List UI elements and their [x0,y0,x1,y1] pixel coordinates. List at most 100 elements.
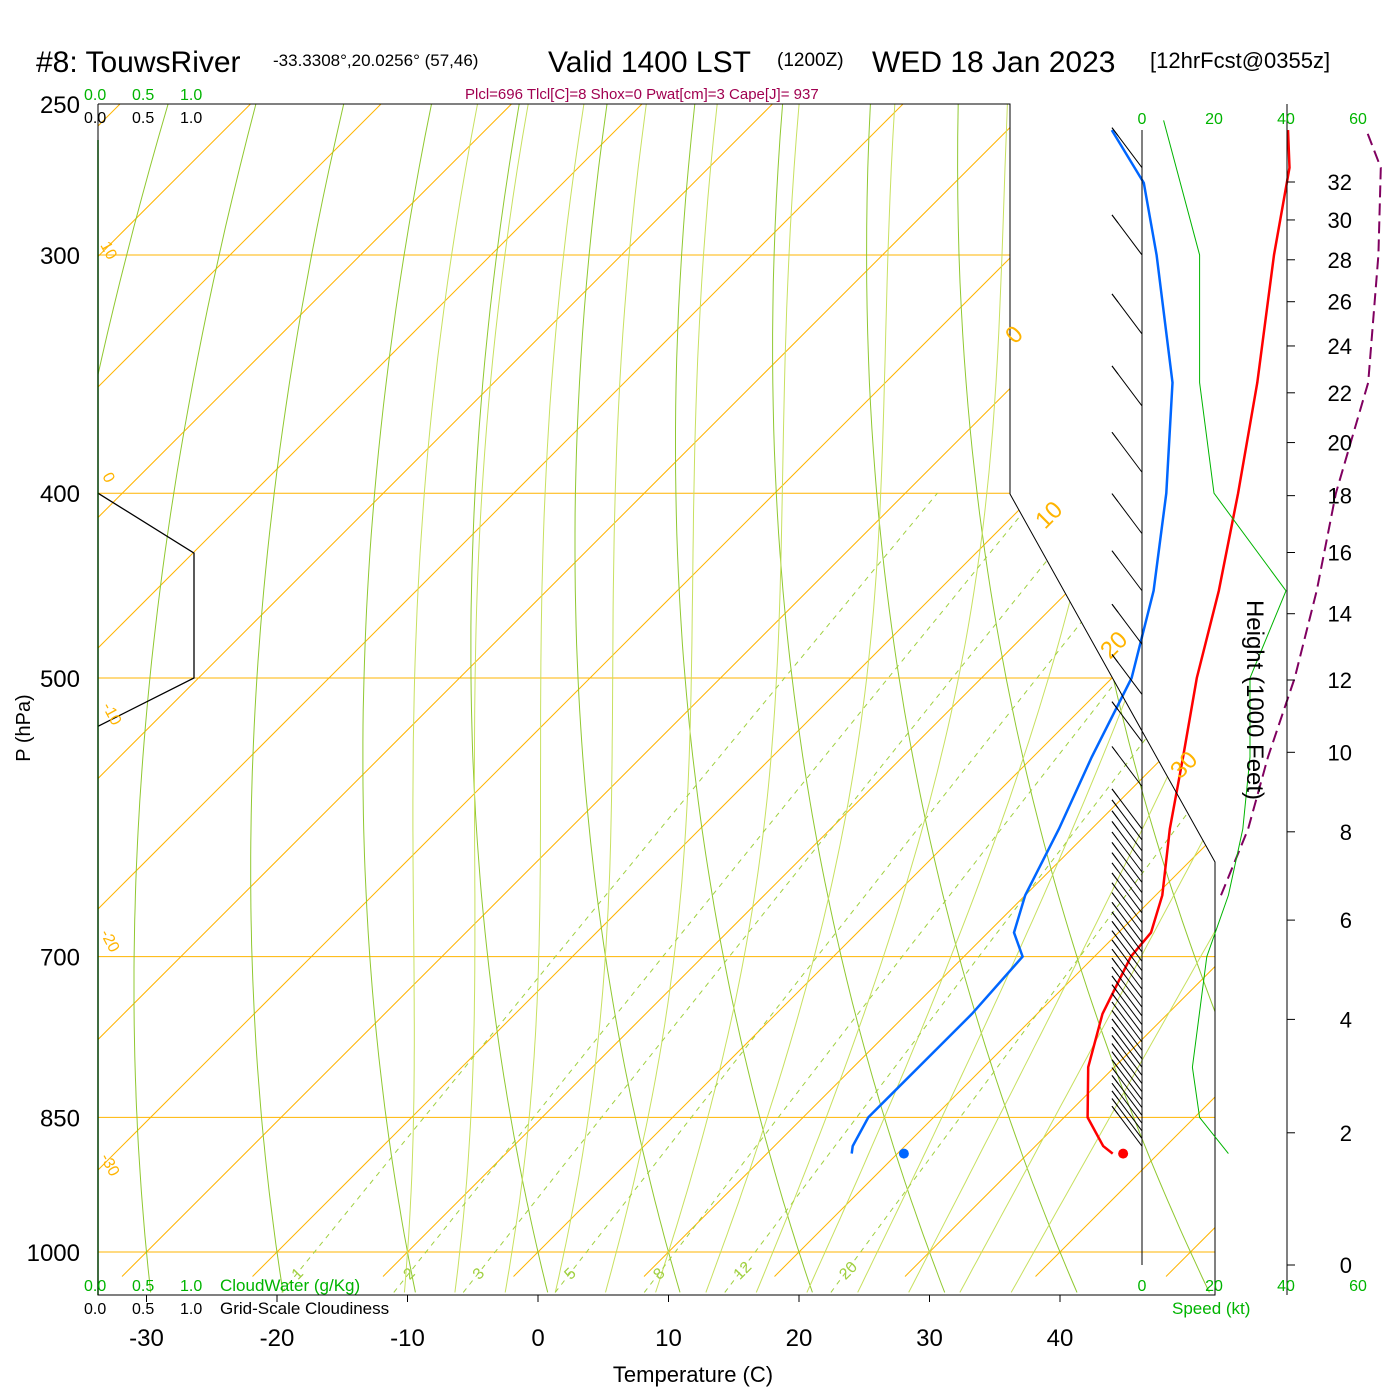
wind-barb-flag [1111,1026,1119,1036]
wind-barb-flag [1111,1010,1119,1019]
indices-line: Plcl=696 Tlcl[C]=8 Shox=0 Pwat[cm]=3 Cap… [465,86,819,103]
speed-tick-label-bottom: 40 [1277,1278,1295,1295]
wind-barb-flag [1111,1001,1119,1011]
isotherm-label: -20 [96,927,122,955]
isotherm-label: 0 [1000,321,1029,350]
temperature-trace [1086,130,1291,1155]
height-tick-label: 28 [1328,248,1352,273]
isotherm-label: 20 [1095,626,1133,664]
mixing-ratio-label: 12 [731,1259,756,1284]
dry-adiabat-line [470,104,549,1293]
isotherm-line [98,104,416,1277]
cloud-axis-label: 0.0 [84,110,106,127]
height-tick-label: 4 [1340,1007,1352,1032]
moist-adiabat-line [908,104,1215,1293]
wind-barbs [1111,127,1143,1147]
height-tick-label: 22 [1328,381,1352,406]
wind-barb-flag [1111,966,1119,976]
mixing-ratio-line [830,492,1215,1293]
moist-adiabat-line [403,104,485,1293]
isotherm-line [98,104,1068,1277]
wind-barb-flag [1111,902,1119,911]
isotherm-line [1165,104,1215,1277]
isotherm-line [252,104,1215,1277]
moist-adiabat-line [504,104,590,1293]
wind-barb-flag [1111,957,1119,967]
cloudiness-profile [97,492,195,727]
wind-barb-flag [1111,127,1119,137]
isotherm-line [98,104,1199,1277]
speed-tick-label-top: 40 [1277,111,1295,128]
mixing-ratio-label: 20 [836,1259,861,1284]
pressure-tick-label: 850 [40,1105,80,1132]
pressure-tick-label: 700 [40,945,80,972]
wind-barb-flag [1111,603,1119,613]
cloud-axis-label: 1.0 [180,1301,202,1318]
wind-barb-flag [1111,975,1119,985]
moist-adiabat-line [1010,104,1215,1293]
wind-barb-flag [1111,293,1119,303]
temperature-tick-label: 10 [655,1325,682,1352]
cloud-axis-label: 0.5 [132,110,154,127]
plot-outline [97,103,1216,1296]
isotherm-line [904,104,1215,1277]
dry-adiabat-line [133,104,266,1293]
dry-adiabat-line [866,104,1078,1293]
dry-adiabat-line [1306,70,1400,1292]
wind-barb-flag [1111,1043,1119,1052]
wind-barb-flag [1111,1075,1119,1084]
wind-barb-flag [1111,1098,1119,1107]
temperature-tick-label: 0 [531,1325,544,1352]
wind-barb-flag [1111,882,1119,892]
isotherm-line [121,104,1215,1277]
wind-barb-flag [1111,1035,1119,1044]
wind-barb-flag [1111,948,1119,958]
dry-adiabat-line [1393,70,1400,1292]
wind-barb-flag [1111,862,1119,872]
moist-adiabat-line [655,104,803,1293]
surface-temperature-point [1118,1148,1129,1159]
temperature-tick-label: 20 [786,1325,813,1352]
dry-adiabat-line [957,104,1210,1293]
isotherm-label: 30 [1165,746,1203,784]
wind-barb-flag [1111,431,1119,441]
cloudiness-label: Grid-Scale Cloudiness [220,1299,389,1318]
wind-barb-flag [1111,746,1119,755]
moist-adiabat-line [806,104,1141,1293]
temperature-tick-label: -30 [129,1325,164,1352]
dewpoint-trace [850,129,1174,1154]
height-tick-label: 32 [1328,170,1352,195]
cloud-axis-label: 1.0 [180,110,202,127]
wind-barb-flag [1111,1059,1119,1068]
wind-barb-flag [1111,842,1119,851]
height-tick-label: 2 [1340,1121,1352,1146]
height-tick-label: 18 [1328,484,1352,509]
mixing-ratio-line [462,492,1102,1293]
cloud-axis-label: 0.5 [132,1278,154,1295]
valid-time: Valid 1400 LST [548,46,751,79]
wind-speed-profile [1163,120,1287,1154]
wind-barb-flag [1111,921,1119,930]
isotherm-label: -30 [96,1151,122,1179]
pressure-tick-label: 400 [40,481,80,508]
wind-barb-flag [1111,984,1119,994]
wind-barb-flag [1111,1051,1119,1060]
moist-adiabat-line [454,104,535,1293]
pressure-tick-label: 300 [40,243,80,270]
mixing-ratio-line [554,492,1185,1293]
wind-barb-flag [1111,939,1119,949]
isotherm-line [774,104,1215,1277]
temperature-tick-label: 30 [916,1325,943,1352]
dry-adiabat-line [574,104,681,1293]
speed-tick-label-bottom: 0 [1138,1278,1147,1295]
cloud-axis-label: 0.5 [132,1301,154,1318]
pressure-tick-label: 500 [40,666,80,693]
pressure-tick-label: 250 [40,92,80,119]
cloud-axis-label: 0.5 [132,87,154,104]
temperature-tick-label: -20 [260,1325,295,1352]
wind-barb-flag [1111,493,1119,502]
speed-tick-label-top: 0 [1138,111,1147,128]
dry-adiabat-line [675,104,813,1293]
parcel-trace [1220,129,1382,896]
moist-adiabat-line [857,104,1215,1293]
